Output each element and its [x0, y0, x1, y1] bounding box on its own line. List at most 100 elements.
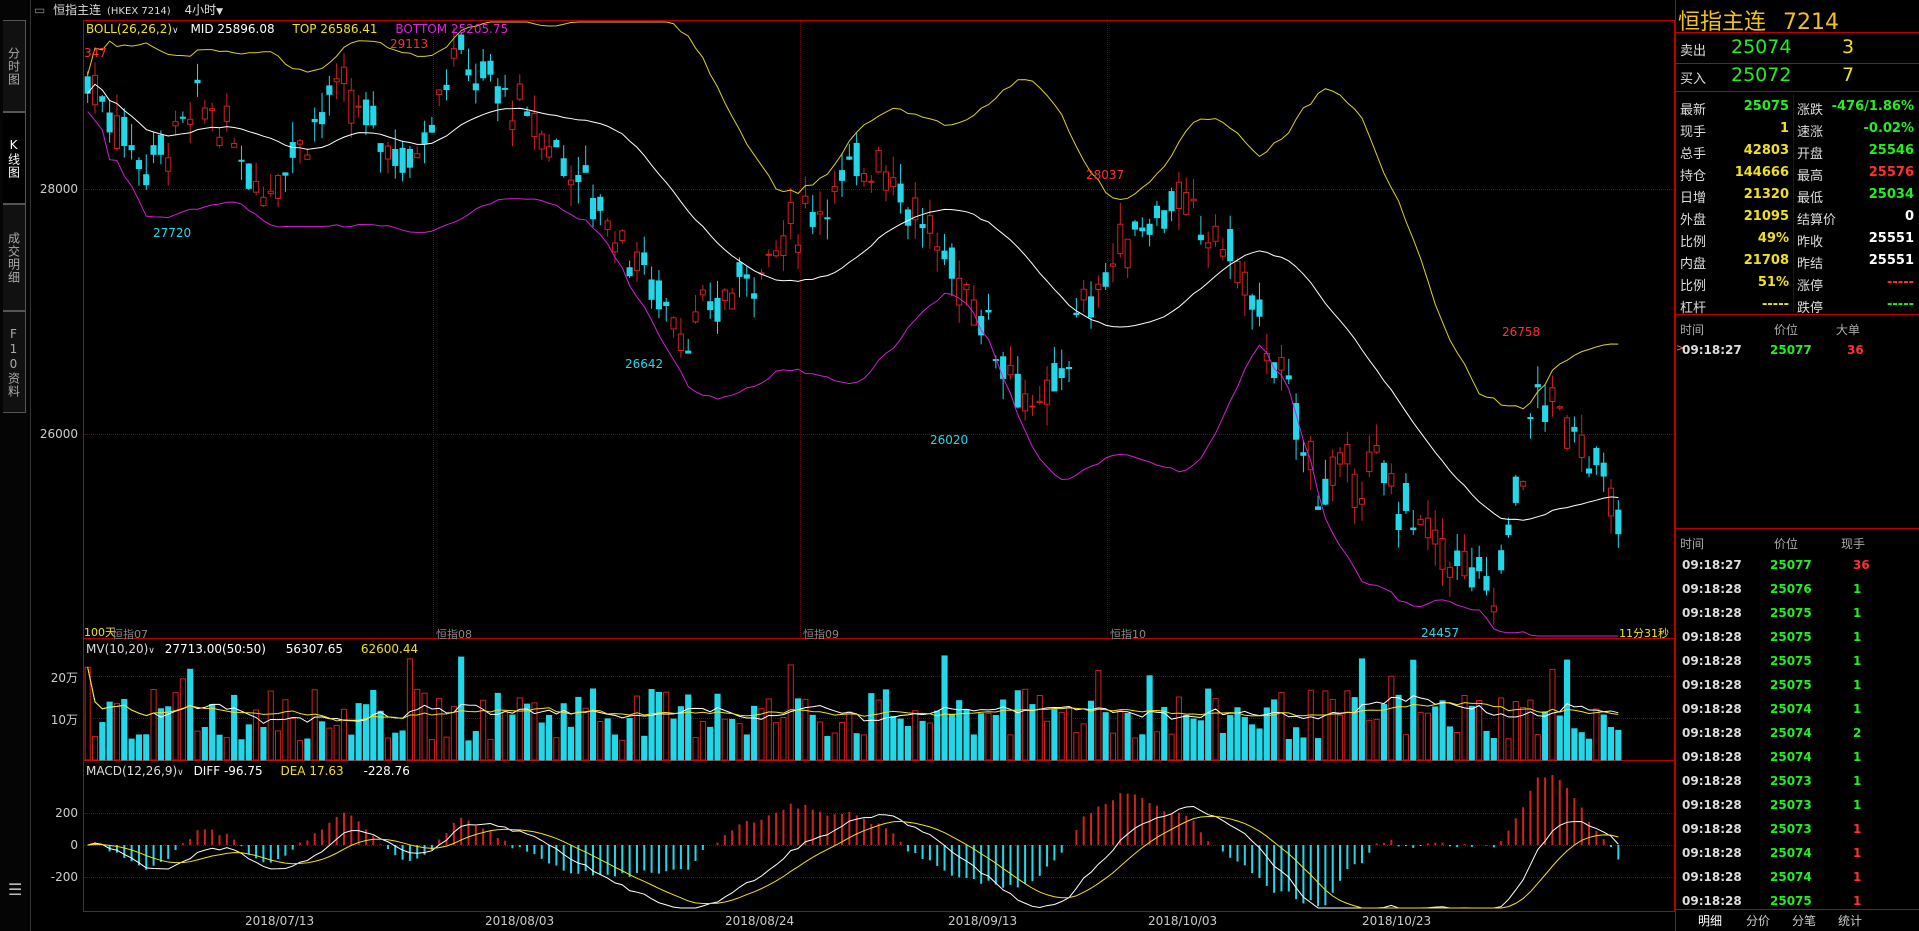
tick-time: 09:18:28 [1682, 606, 1742, 620]
volume-bar [912, 710, 919, 761]
candle [641, 252, 648, 265]
tick-row[interactable]: 09:18:28 25074 1 [1676, 697, 1919, 721]
tab-by-price[interactable]: 分价 [1746, 914, 1771, 928]
volume-bar [362, 704, 370, 761]
candle [194, 79, 201, 84]
chevron-down-icon[interactable]: ∨ [172, 26, 179, 36]
countdown-timer: 11分31秒 [1619, 627, 1669, 640]
volume-bar [1578, 732, 1585, 761]
candle [1095, 283, 1102, 291]
candle [663, 301, 670, 307]
tab-detail[interactable]: 明细 [1698, 914, 1723, 928]
candle [406, 148, 413, 168]
price-axis-label: 26000 [39, 427, 78, 441]
tick-row[interactable]: 09:18:28 25074 1 [1676, 841, 1919, 865]
tick-time: 09:18:27 [1682, 558, 1742, 572]
volume-bar [165, 706, 172, 761]
tab-f10[interactable]: F10资料 [3, 311, 26, 413]
tick-row[interactable]: 09:18:28 25075 1 [1676, 889, 1919, 913]
tab-kline[interactable]: K线图 [3, 112, 26, 204]
candle [187, 118, 194, 125]
tick-row[interactable]: 09:18:28 25073 1 [1676, 769, 1919, 793]
stat-value: 25546 [1868, 143, 1914, 158]
mv-label[interactable]: MV(10,20) [86, 642, 149, 656]
candle [963, 283, 970, 291]
candle [1161, 210, 1168, 229]
macd-label[interactable]: MACD(12,26,9) [86, 764, 178, 778]
candle [904, 209, 911, 226]
volume-bar [1029, 704, 1036, 761]
candle [1373, 444, 1380, 453]
stat-label: 速涨 [1797, 125, 1824, 140]
chevron-down-icon[interactable]: ▼ [216, 7, 224, 17]
candle [553, 140, 560, 148]
tick-row[interactable]: 09:18:28 25074 1 [1676, 865, 1919, 889]
candle [1175, 181, 1182, 210]
volume-bar [721, 718, 728, 761]
candle [1153, 205, 1161, 219]
header-time: 时间 [1680, 323, 1705, 337]
tab-by-trade[interactable]: 分笔 [1792, 914, 1817, 928]
tick-time: 09:18:28 [1682, 798, 1742, 812]
period-selector[interactable]: 4小时 [184, 3, 217, 17]
tick-row[interactable]: 09:18:28 25074 1 [1676, 745, 1919, 769]
volume-bar [1300, 737, 1307, 761]
tab-stats[interactable]: 统计 [1838, 914, 1863, 928]
volume-bar [1293, 727, 1300, 761]
volume-bar [1366, 719, 1373, 761]
candle [1219, 249, 1226, 257]
volume-bar [1476, 699, 1483, 761]
tab-intraday[interactable]: 分时图 [3, 20, 26, 112]
gridline [84, 877, 1674, 878]
tick-row[interactable]: 09:18:28 25076 1 [1676, 577, 1919, 601]
candle [912, 197, 919, 221]
candle [1351, 473, 1358, 509]
volume-bar [1234, 707, 1241, 761]
tick-row[interactable]: 09:18:28 25075 1 [1676, 601, 1919, 625]
candle [384, 145, 392, 160]
stat-label: 最高 [1797, 169, 1824, 184]
candle [882, 171, 890, 191]
tick-row[interactable]: 09:18:28 25075 1 [1676, 673, 1919, 697]
stat-label: 跌停 [1797, 301, 1824, 316]
chevron-down-icon[interactable]: ∨ [177, 768, 184, 778]
chevron-down-icon[interactable]: ∨ [148, 646, 155, 656]
candle [838, 170, 846, 181]
tick-volume: 36 [1853, 558, 1870, 572]
tick-row[interactable]: 09:18:28 25073 1 [1676, 793, 1919, 817]
volume-bar [1014, 690, 1021, 761]
tick-row[interactable]: 09:18:28 25073 1 [1676, 817, 1919, 841]
volume-bar [1505, 738, 1512, 761]
volume-bar [1542, 711, 1549, 761]
volume-bar [1593, 708, 1600, 761]
big-order-row[interactable]: >09:18:27 25077 36 [1676, 343, 1864, 357]
tick-row[interactable]: 09:18:28 25075 1 [1676, 625, 1919, 649]
volume-bar [1483, 730, 1490, 761]
candle [480, 61, 487, 79]
boll-mid-line [87, 83, 1619, 521]
volume-bar [1527, 699, 1534, 761]
tick-volume: 2 [1853, 726, 1862, 740]
volume-bar [1109, 732, 1117, 761]
date-label: 2018/09/13 [948, 914, 1018, 928]
candle [926, 215, 933, 234]
mv-ma20: 62600.44 [360, 642, 419, 656]
candle [1051, 363, 1058, 392]
candle [1454, 550, 1461, 566]
tick-row[interactable]: 09:18:28 25075 1 [1676, 649, 1919, 673]
stat-label: 日增 [1680, 191, 1707, 206]
tick-price: 25073 [1770, 774, 1812, 788]
volume-bar [516, 697, 523, 761]
candle [509, 120, 516, 131]
candle [531, 112, 538, 138]
menu-icon[interactable]: ☰ [8, 880, 23, 899]
tab-trade-detail[interactable]: 成交明细 [3, 204, 26, 311]
volume-bar [502, 710, 509, 761]
volume-bar [1219, 732, 1226, 761]
volume-bar [428, 739, 435, 761]
stat-label: 昨结 [1797, 257, 1824, 272]
chart-area[interactable] [83, 20, 1675, 912]
boll-label[interactable]: BOLL(26,26,2) [86, 22, 173, 36]
tick-row[interactable]: 09:18:27 25077 36 [1676, 553, 1919, 577]
tick-row[interactable]: 09:18:28 25074 2 [1676, 721, 1919, 745]
